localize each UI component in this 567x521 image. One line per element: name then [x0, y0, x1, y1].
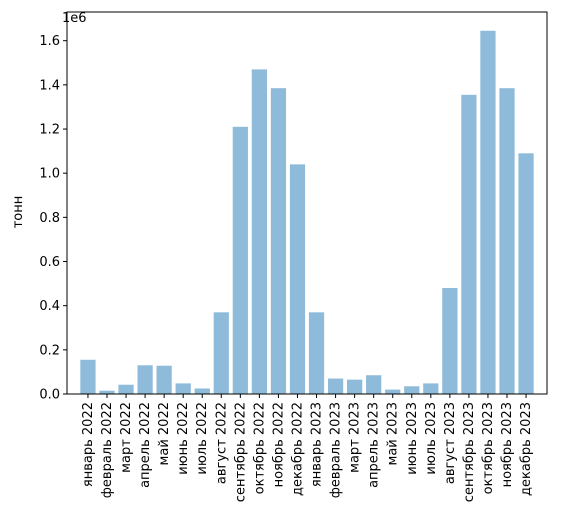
x-tick-label: февраль 2023	[329, 402, 344, 498]
bar	[347, 379, 363, 394]
bar	[404, 386, 420, 394]
bar	[194, 388, 210, 394]
bar	[366, 375, 382, 394]
bar	[423, 383, 439, 394]
y-tick-label: 1.2	[39, 123, 60, 138]
y-tick-label: 0.4	[39, 299, 60, 314]
x-tick-label: июль 2023	[424, 402, 439, 475]
x-tick-label: ноябрь 2022	[271, 402, 286, 487]
bar	[175, 383, 191, 394]
bar	[270, 88, 287, 394]
plot-frame	[66, 11, 548, 395]
y-axis-label: тонн	[11, 196, 26, 229]
x-tick-label: май 2022	[157, 402, 172, 465]
bar	[442, 288, 458, 394]
x-tick-label: август 2023	[443, 402, 458, 484]
x-tick-label: март 2022	[119, 402, 134, 473]
x-tick-label: апрель 2023	[367, 402, 382, 488]
bar	[118, 384, 134, 394]
x-axis-ticks: январь 2022 февраль 2022 март 2022 апрель 2…	[81, 394, 534, 502]
y-tick-label: 0.6	[39, 255, 60, 270]
bar	[80, 359, 96, 394]
x-tick-label: октябрь 2023	[481, 402, 496, 494]
bar	[385, 389, 401, 394]
x-tick-label: июль 2022	[195, 402, 210, 475]
bar	[251, 69, 267, 395]
bar	[461, 94, 477, 394]
y-axis-ticks: 0.0 0.2 0.4 0.6 0.8 1.0 1.2 1.4 1.6	[39, 34, 67, 403]
bar	[156, 365, 172, 394]
x-tick-label: декабрь 2023	[519, 402, 534, 496]
x-tick-label: июнь 2022	[176, 402, 191, 475]
x-tick-label: апрель 2022	[138, 402, 153, 488]
y-tick-label: 0.2	[39, 343, 60, 358]
y-offset-label: 1e6	[62, 11, 87, 26]
x-tick-label: август 2022	[214, 402, 229, 484]
x-tick-label: январь 2022	[81, 402, 96, 487]
x-tick-label: февраль 2022	[100, 402, 115, 498]
x-tick-label: сентябрь 2022	[233, 402, 248, 502]
y-tick-label: 1.6	[39, 34, 60, 49]
x-tick-label: октябрь 2022	[252, 402, 267, 494]
bar	[327, 378, 344, 394]
x-tick-label: январь 2023	[310, 402, 325, 487]
x-tick-label: ноябрь 2023	[500, 402, 515, 487]
bar	[480, 30, 496, 394]
bar	[99, 390, 115, 394]
x-tick-label: май 2023	[386, 402, 401, 465]
x-tick-label: март 2023	[348, 402, 363, 473]
bar	[308, 312, 325, 394]
bar	[232, 126, 248, 395]
bar	[499, 88, 515, 394]
y-tick-label: 1.0	[39, 167, 60, 182]
y-tick-label: 0.0	[39, 388, 60, 403]
y-tick-label: 0.8	[39, 211, 60, 226]
x-tick-label: сентябрь 2023	[462, 402, 477, 502]
x-tick-label: декабрь 2022	[290, 402, 305, 496]
x-tick-label: июнь 2023	[405, 402, 420, 475]
bars-group	[80, 30, 534, 395]
bar	[518, 153, 534, 394]
bar	[137, 365, 153, 394]
y-tick-label: 1.4	[39, 78, 60, 93]
bar	[213, 312, 229, 394]
bar	[289, 164, 306, 394]
